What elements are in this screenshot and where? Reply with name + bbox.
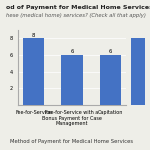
Text: 8: 8 xyxy=(32,33,35,38)
Text: 6: 6 xyxy=(70,49,74,54)
Text: Method of Payment for Medical Home Services: Method of Payment for Medical Home Servi… xyxy=(11,139,134,144)
Text: od of Payment for Medical Home Services, 2012: od of Payment for Medical Home Services,… xyxy=(6,4,150,9)
Bar xyxy=(23,38,44,105)
Text: 6: 6 xyxy=(109,49,112,54)
Bar xyxy=(61,55,83,105)
Bar xyxy=(100,55,121,105)
Text: hese (medical home) services? (Check all that apply): hese (medical home) services? (Check all… xyxy=(6,14,146,18)
Bar xyxy=(131,38,145,105)
